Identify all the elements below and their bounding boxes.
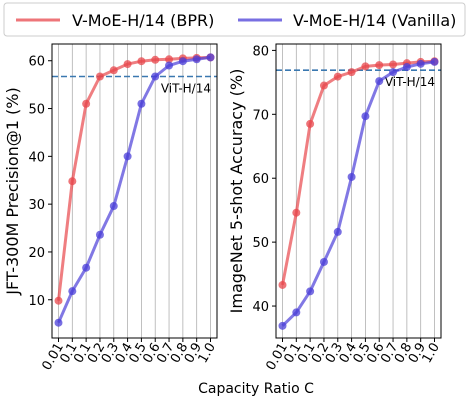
legend: V-MoE-H/14 (BPR) V-MoE-H/14 (Vanilla) [3, 2, 466, 37]
right-series-vanilla-point [416, 59, 425, 68]
left-series-vanilla-point [82, 263, 91, 272]
left-series-vanilla-point [95, 230, 104, 239]
left-series-vanilla-point [123, 152, 132, 161]
left-series-bpr-point [109, 66, 118, 75]
right-series-bpr-point [319, 81, 328, 90]
left-y-tick-label: 40 [28, 150, 45, 165]
left-series-vanilla-point [137, 99, 146, 108]
right-series-vanilla-point [402, 63, 411, 72]
right-series-vanilla-point [430, 57, 439, 66]
right-series-vanilla-point [375, 77, 384, 86]
right-series-vanilla-point [278, 321, 287, 330]
left-chart-panel: ViT-H/141020304050600.010.10.10.20.30.40… [3, 43, 219, 373]
left-series-vanilla-point [192, 55, 201, 64]
right-series-vanilla-point [361, 112, 370, 121]
right-series-bpr-line [281, 59, 435, 286]
right-y-tick-label: 60 [252, 172, 269, 187]
left-y-tick-label: 20 [28, 246, 45, 261]
left-y-axis-label: JFT-300M Precision@1 (%) [3, 87, 22, 296]
left-series-vanilla-line [57, 55, 211, 324]
left-series-bpr-point [137, 57, 146, 66]
right-series-vanilla-point [333, 227, 342, 236]
right-series-vanilla-point [319, 257, 328, 266]
right-series-bpr-point [389, 60, 398, 69]
left-series-vanilla-point [178, 57, 187, 66]
right-y-tick-label: 80 [252, 44, 269, 59]
right-series-bpr-point [306, 119, 315, 128]
left-series-bpr-point [68, 177, 77, 186]
right-series-bpr-point [292, 208, 301, 217]
left-series-vanilla-point [151, 72, 160, 81]
left-y-tick-label: 30 [28, 198, 45, 213]
left-plot-frame [51, 43, 218, 339]
left-series-vanilla-point [54, 318, 63, 327]
right-series-vanilla-line [281, 60, 435, 327]
right-x-tick-label: 1.0 [420, 341, 443, 366]
right-y-tick-label: 50 [252, 236, 269, 251]
left-series-vanilla-point [109, 202, 118, 211]
right-y-tick-label: 70 [252, 108, 269, 123]
right-series-bpr-point [361, 62, 370, 71]
shared-x-axis-label: Capacity Ratio C [198, 381, 314, 397]
left-series-bpr-point [151, 55, 160, 64]
left-series-bpr-point [54, 296, 63, 305]
left-y-tick-label: 60 [28, 55, 45, 70]
legend-label-vanilla: V-MoE-H/14 (Vanilla) [293, 11, 456, 30]
left-reference-label: ViT-H/14 [161, 82, 211, 96]
right-series-bpr-point [278, 280, 287, 289]
legend-frame [3, 2, 466, 37]
right-series-vanilla-point [306, 287, 315, 296]
left-series-bpr-point [95, 72, 104, 81]
left-x-tick-label: 1.0 [196, 341, 219, 366]
left-y-tick-label: 10 [28, 294, 45, 309]
right-series-bpr-point [347, 68, 356, 77]
right-series-bpr-point [333, 72, 342, 81]
right-series-bpr-point [375, 61, 384, 70]
right-y-axis-label: ImageNet 5-shot Accuracy (%) [227, 69, 246, 314]
left-y-tick-label: 50 [28, 103, 45, 118]
right-series-vanilla-point [347, 172, 356, 181]
left-series-vanilla-point [68, 287, 77, 296]
left-series-vanilla-point [165, 61, 174, 70]
right-series-vanilla-point [389, 68, 398, 77]
left-series-bpr-point [165, 55, 174, 64]
right-plot-frame [275, 43, 442, 339]
left-series-bpr-point [123, 60, 132, 69]
left-series-bpr-point [82, 99, 91, 108]
left-series-vanilla-point [206, 53, 215, 62]
right-series-vanilla-point [292, 308, 301, 317]
right-y-tick-label: 40 [252, 300, 269, 315]
right-reference-label: ViT-H/14 [385, 75, 435, 89]
legend-label-bpr: V-MoE-H/14 (BPR) [72, 11, 214, 30]
right-chart-panel: ViT-H/1440506070800.010.10.10.20.30.40.5… [227, 43, 443, 373]
